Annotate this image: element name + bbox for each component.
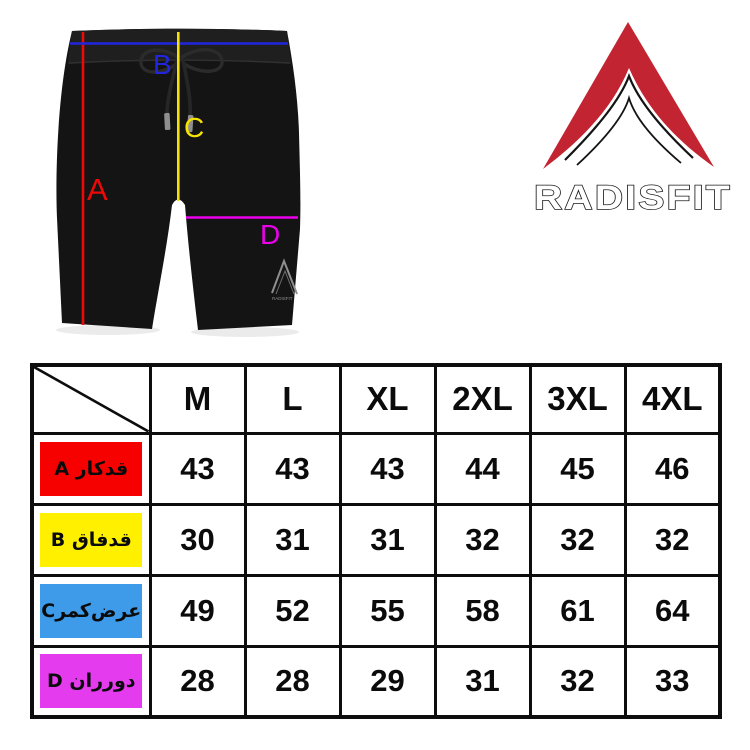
logo-chevron-outer	[564, 72, 694, 161]
table-row-c: عرض‌کمرC 49 52 55 58 61 64	[30, 573, 722, 648]
size-value-cell: 49	[148, 573, 247, 648]
table-row-a: قدکار A 43 43 43 44 45 46	[30, 431, 722, 506]
row-label-a: قدکار A	[40, 441, 143, 496]
size-value-cell: 43	[148, 431, 247, 506]
table-row-d: دورران D 28 28 29 31 32 33	[30, 644, 722, 719]
size-col-header: 4XL	[623, 363, 722, 435]
size-value-cell: 33	[623, 644, 722, 719]
row-label-cell: عرض‌کمرC	[30, 573, 152, 648]
size-col-header: XL	[338, 363, 437, 435]
logo-chevron-inner	[576, 94, 682, 166]
size-value-cell: 29	[338, 644, 437, 719]
waistband-stitch	[68, 59, 291, 64]
size-value-cell: 43	[338, 431, 437, 506]
drawstring	[139, 48, 224, 133]
size-table-header-row: M L XL 2XL 3XL 4XL	[30, 363, 722, 435]
size-value-cell: 44	[433, 431, 532, 506]
size-col-header: 3XL	[528, 363, 627, 435]
drawstring-tip-left	[164, 112, 171, 131]
size-value-cell: 43	[243, 431, 342, 506]
size-value-cell: 55	[338, 573, 437, 648]
row-label-cell: قدفاق B	[30, 502, 152, 577]
shorts-diagram: RADISFIT A B C D	[30, 8, 350, 348]
size-value-cell: 32	[528, 644, 627, 719]
row-label-c: عرض‌کمرC	[40, 583, 143, 638]
size-value-cell: 28	[243, 644, 342, 719]
leg-logo: RADISFIT	[271, 258, 298, 301]
diagonal-cell	[30, 363, 152, 435]
drawstring-tip-right	[186, 114, 194, 133]
size-col-header: L	[243, 363, 342, 435]
measure-letter-b: B	[153, 49, 172, 80]
measure-letter-c: C	[184, 112, 205, 143]
size-value-cell: 52	[243, 573, 342, 648]
row-label-b: قدفاق B	[40, 512, 143, 567]
diagonal-line	[34, 367, 149, 432]
size-value-cell: 46	[623, 431, 722, 506]
size-value-cell: 32	[528, 502, 627, 577]
measure-letter-a: A	[87, 172, 108, 207]
size-value-cell: 28	[148, 644, 247, 719]
measure-letter-d: D	[260, 219, 281, 250]
size-col-header: M	[148, 363, 247, 435]
size-value-cell: 64	[623, 573, 722, 648]
shadow-right	[191, 327, 299, 337]
size-table: M L XL 2XL 3XL 4XL قدکار A 43 43 43 44 4…	[30, 363, 722, 719]
brand-logo-text: RADISFIT	[534, 179, 732, 217]
table-row-b: قدفاق B 30 31 31 32 32 32	[30, 502, 722, 577]
shorts-image: RADISFIT	[56, 28, 301, 337]
size-value-cell: 61	[528, 573, 627, 648]
row-label-d: دورران D	[40, 654, 143, 709]
size-col-header: 2XL	[433, 363, 532, 435]
brand-logo: RADISFIT	[524, 12, 746, 222]
size-value-cell: 58	[433, 573, 532, 648]
size-value-cell: 31	[433, 644, 532, 719]
leg-logo-text: RADISFIT	[272, 296, 293, 301]
size-value-cell: 30	[148, 502, 247, 577]
size-value-cell: 31	[243, 502, 342, 577]
size-value-cell: 45	[528, 431, 627, 506]
size-value-cell: 31	[338, 502, 437, 577]
brand-logo-mark: RADISFIT	[533, 22, 732, 218]
size-value-cell: 32	[433, 502, 532, 577]
row-label-cell: دورران D	[30, 644, 152, 719]
size-value-cell: 32	[623, 502, 722, 577]
row-label-cell: قدکار A	[30, 431, 152, 506]
logo-red-peak	[543, 22, 714, 169]
